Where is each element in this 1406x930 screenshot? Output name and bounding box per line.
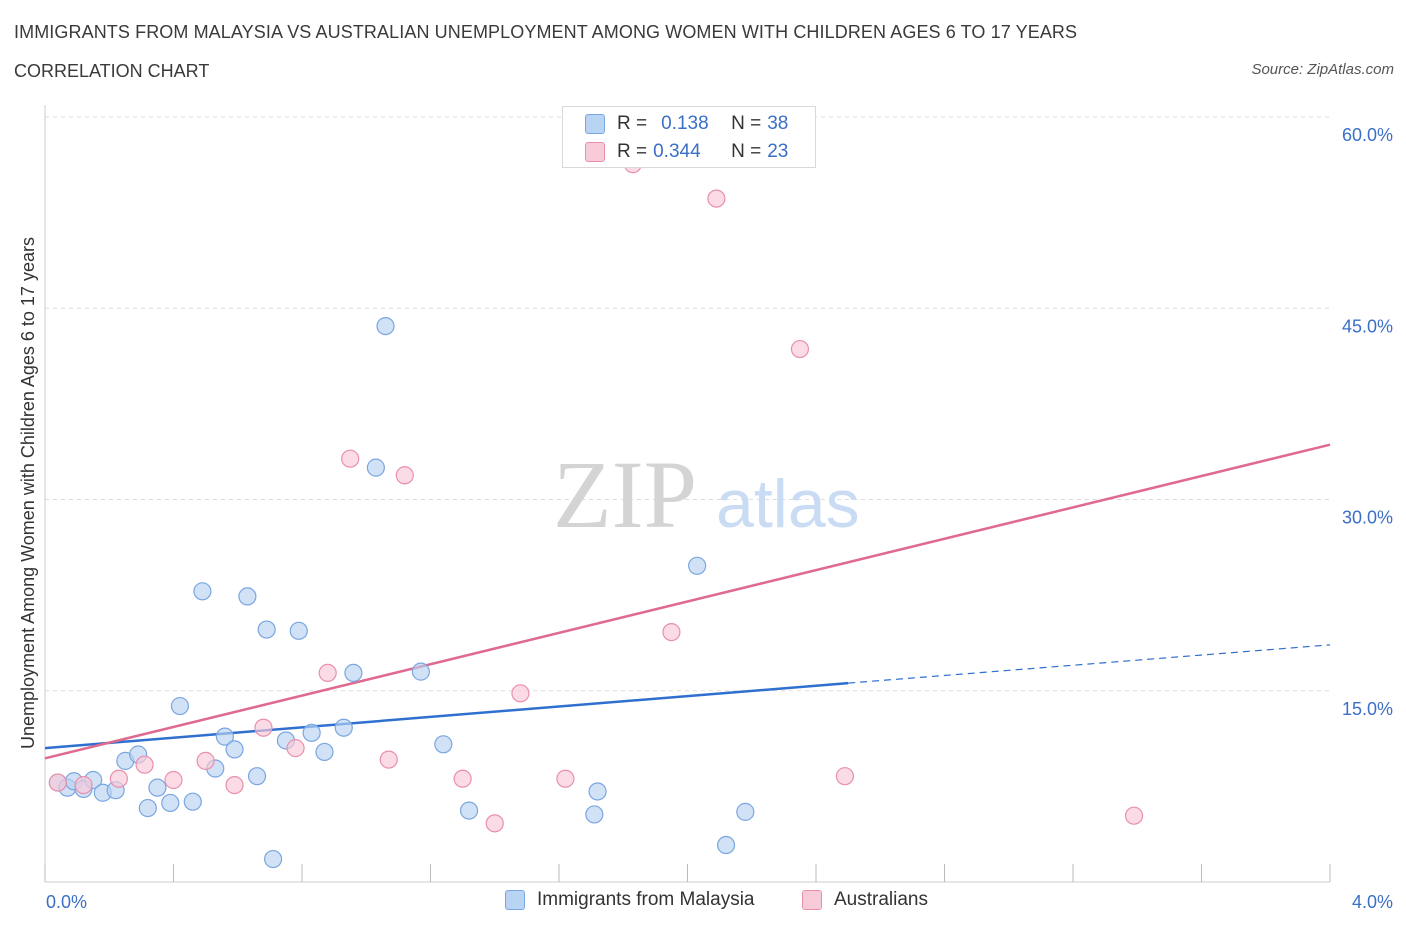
- point-malaysia: [138, 798, 157, 818]
- point-malaysia: [247, 767, 267, 786]
- point-malaysia: [289, 621, 308, 640]
- y-tick-label: 60.0%: [1342, 125, 1393, 145]
- source-credit: Source: ZipAtlas.com: [1251, 61, 1394, 78]
- point-malaysia: [344, 663, 363, 683]
- n-value-malaysia: 38: [767, 113, 789, 134]
- axes: [44, 105, 1331, 883]
- point-australians: [48, 773, 67, 792]
- point-australians: [225, 775, 244, 795]
- point-malaysia: [238, 587, 257, 606]
- point-malaysia: [215, 727, 234, 746]
- legend-label-australians: Australians: [834, 889, 928, 910]
- point-malaysia: [585, 805, 604, 824]
- point-australians: [318, 663, 337, 683]
- axis-labels: 15.0% 30.0% 45.0% 60.0% 0.0% 4.0% Unemployment…: [18, 125, 1393, 912]
- y-tick-label: 30.0%: [1342, 508, 1393, 528]
- point-australians: [556, 769, 575, 788]
- point-malaysia: [736, 802, 755, 821]
- point-australians: [662, 622, 681, 642]
- point-malaysia: [170, 696, 190, 716]
- legend-label-malaysia: Immigrants from Malaysia: [537, 889, 755, 910]
- stats-row-malaysia: R = 0.138 N = 38: [585, 112, 788, 136]
- point-malaysia: [257, 620, 276, 639]
- stats-legend: R = 0.138 N = 38 R = 0.344 N = 23: [562, 106, 816, 168]
- point-australians: [790, 339, 810, 359]
- legend-swatch-malaysia: [505, 890, 525, 910]
- point-australians: [1124, 806, 1144, 825]
- chart-title: IMMIGRANTS FROM MALAYSIA VS AUSTRALIAN U…: [14, 22, 1078, 42]
- watermark: ZIP atlas: [553, 441, 860, 548]
- point-malaysia: [183, 792, 202, 811]
- point-malaysia: [225, 740, 244, 759]
- point-australians: [453, 769, 472, 788]
- x-tick-label: 0.0%: [46, 892, 87, 912]
- point-australians: [511, 684, 530, 703]
- point-malaysia: [688, 556, 707, 575]
- point-australians: [707, 189, 726, 208]
- trend-line-australians: [44, 443, 1331, 760]
- trend-line-malaysia: [44, 681, 849, 750]
- y-tick-label: 15.0%: [1342, 699, 1393, 719]
- point-malaysia: [434, 735, 453, 754]
- malaysia-swatch: [585, 114, 605, 134]
- point-malaysia: [161, 793, 180, 813]
- data-points: [48, 155, 1144, 869]
- point-australians: [196, 751, 215, 770]
- point-malaysia: [366, 458, 385, 477]
- point-malaysia: [459, 801, 479, 820]
- point-malaysia: [376, 317, 395, 336]
- y-axis-title: Unemployment Among Women with Children A…: [18, 237, 38, 749]
- trend-lines: [44, 443, 1331, 760]
- point-australians: [74, 775, 93, 795]
- n-label: N =: [731, 113, 762, 134]
- legend-item-malaysia: Immigrants from Malaysia: [505, 889, 755, 911]
- point-malaysia: [716, 835, 736, 855]
- australians-swatch: [585, 142, 605, 162]
- point-australians: [395, 466, 414, 485]
- point-malaysia: [411, 662, 430, 681]
- n-label: N =: [731, 141, 762, 162]
- r-value-malaysia: 0.138: [661, 113, 709, 134]
- legend-swatch-australians: [802, 890, 822, 910]
- point-malaysia: [263, 849, 283, 869]
- point-malaysia: [315, 742, 334, 762]
- r-value-australians: 0.344: [653, 141, 701, 162]
- chart-legend: Immigrants from Malaysia Australians: [0, 889, 1406, 917]
- point-australians: [835, 767, 855, 786]
- y-tick-label: 45.0%: [1342, 316, 1393, 336]
- r-label: R =: [617, 141, 648, 162]
- stats-row-australians: R = 0.344 N = 23: [585, 140, 788, 164]
- watermark-atlas: atlas: [716, 466, 860, 542]
- point-australians: [485, 814, 504, 833]
- point-australians: [254, 718, 273, 737]
- n-value-australians: 23: [767, 141, 789, 162]
- point-malaysia: [148, 778, 167, 797]
- point-malaysia: [334, 718, 353, 737]
- x-tick-label: 4.0%: [1352, 892, 1393, 912]
- point-australians: [341, 449, 360, 468]
- trend-line-malaysia-extension: [848, 644, 1331, 684]
- point-malaysia: [588, 782, 607, 801]
- point-malaysia: [302, 723, 321, 742]
- point-australians: [109, 769, 128, 788]
- point-australians: [286, 739, 305, 758]
- legend-item-australians: Australians: [802, 889, 928, 911]
- point-australians: [379, 750, 398, 769]
- r-label: R =: [617, 113, 648, 134]
- gridlines: [45, 116, 1330, 692]
- point-australians: [135, 755, 154, 774]
- chart-subtitle: CORRELATION CHART: [14, 61, 210, 81]
- point-malaysia: [193, 582, 212, 601]
- point-australians: [164, 770, 183, 790]
- watermark-zip: ZIP: [553, 441, 697, 548]
